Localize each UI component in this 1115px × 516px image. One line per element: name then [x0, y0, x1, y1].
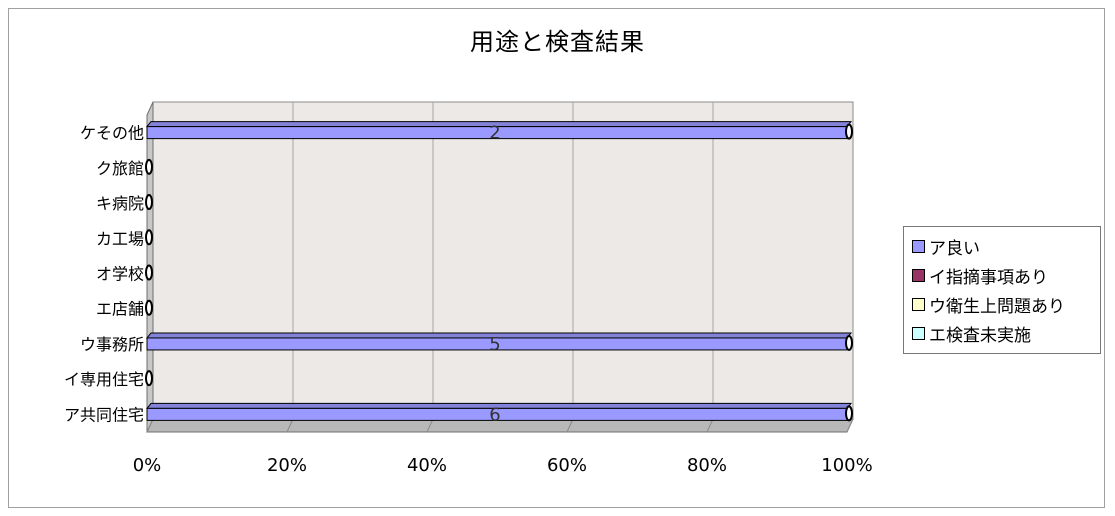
floor-gridline [146, 418, 154, 433]
bar-end-cap [845, 123, 853, 140]
bar-end-cap [145, 370, 153, 387]
x-tick-label: 80% [687, 455, 727, 476]
y-category-label: ア共同住宅 [64, 405, 144, 424]
legend-swatch [912, 327, 925, 340]
legend-swatch [912, 269, 925, 282]
floor-gridline [706, 418, 714, 433]
y-category-label: ウ事務所 [80, 335, 144, 354]
floor-gridline [426, 418, 434, 433]
y-category-label: キ病院 [96, 194, 144, 213]
legend-label: エ検査未実施 [929, 326, 1031, 346]
plot-back-wall [152, 101, 854, 420]
legend-item: ウ衛生上問題あり [912, 290, 1100, 319]
x-tick-label: 0% [133, 455, 162, 476]
legend-swatch [912, 298, 925, 311]
legend-swatch [912, 240, 925, 253]
bar-end-cap [145, 229, 153, 246]
legend-label: ウ衛生上問題あり [929, 297, 1065, 317]
x-tick-label: 60% [547, 455, 587, 476]
y-category-label: ク旅館 [96, 159, 144, 178]
x-tick-label: 20% [267, 455, 307, 476]
bar-end-cap [845, 334, 853, 351]
legend-item: エ検査未実施 [912, 319, 1100, 348]
legend-item: イ指摘事項あり [912, 261, 1100, 290]
legend: ア良いイ指摘事項あり ウ衛生上問題あり エ検査未実施 [903, 226, 1101, 354]
legend-item: ア良い [912, 232, 1100, 261]
legend-label: イ指摘事項あり [929, 268, 1048, 288]
data-label: 6 [489, 404, 500, 425]
legend-label: ア良い [929, 239, 980, 259]
bar-end-cap [845, 405, 853, 422]
bar-end-cap [145, 264, 153, 281]
data-label: 2 [489, 123, 500, 144]
bar-end-cap [145, 299, 153, 316]
y-category-label: カ工場 [96, 229, 144, 248]
x-tick-label: 100% [821, 455, 872, 476]
y-category-label: ケその他 [80, 124, 144, 143]
y-category-label: オ学校 [96, 265, 144, 284]
floor-gridline [846, 418, 854, 433]
x-tick-label: 40% [407, 455, 447, 476]
floor-gridline [566, 418, 574, 433]
bar-end-cap [145, 158, 153, 175]
y-category-label: エ店舗 [96, 300, 144, 319]
y-category-label: イ専用住宅 [64, 370, 144, 389]
bar-end-cap [145, 194, 153, 211]
data-label: 5 [489, 334, 500, 355]
chart-title: 用途と検査結果 [470, 28, 645, 56]
floor-gridline [286, 418, 294, 433]
